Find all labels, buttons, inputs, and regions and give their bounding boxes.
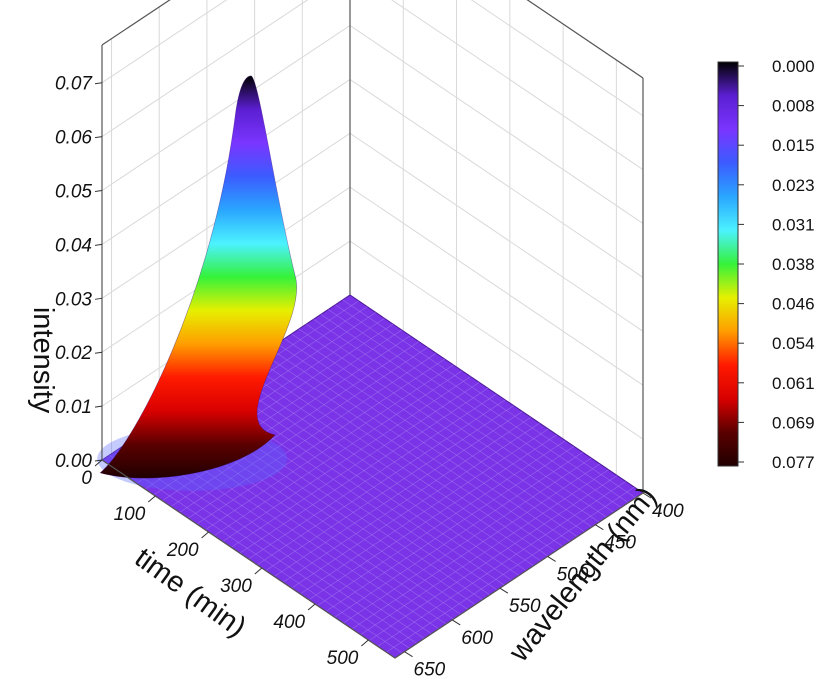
- mesh-line: [368, 475, 618, 641]
- z-tick-mark: [94, 297, 103, 300]
- colorbar-tick-label: 0.015: [772, 136, 815, 155]
- colorbar-tick-label: 0.008: [772, 97, 815, 116]
- z-tick-label: 0.04: [55, 235, 92, 256]
- mesh-line: [123, 445, 418, 644]
- y-tick-label: 600: [461, 628, 493, 649]
- z-tick-label: 0.00: [55, 451, 92, 472]
- back-wall-right: [350, 0, 643, 493]
- mesh-line: [225, 377, 520, 576]
- mesh-line: [218, 382, 512, 581]
- axis-line: [101, 459, 396, 659]
- colorbar-tick-label: 0.023: [772, 176, 815, 195]
- mesh-line: [291, 422, 540, 589]
- mesh-line: [317, 440, 566, 606]
- colorbar-tick-label: 0.077: [772, 453, 815, 472]
- mesh-line: [308, 434, 557, 601]
- z-tick-mark: [94, 190, 103, 193]
- mesh-line: [325, 446, 575, 612]
- plot-frame: [101, 0, 644, 659]
- colorbar-tick-label: 0.061: [772, 374, 815, 393]
- z-axis-title: intensity: [27, 307, 59, 414]
- y-tick-mark: [404, 651, 413, 658]
- z-gridline: [101, 0, 644, 117]
- axis-line: [101, 0, 171, 46]
- x-tick-mark: [307, 603, 316, 611]
- z-tick-mark: [94, 405, 103, 408]
- axis-ticks: 0.00 0.01 0.02 0.03 0.04 0.05 0.06 0.07 0 100 200 3…: [55, 74, 684, 681]
- z-tick-label: 0.07: [55, 74, 93, 95]
- mesh-line: [377, 481, 626, 647]
- y-tick-mark: [499, 587, 509, 594]
- x-tick-label: 300: [220, 576, 252, 597]
- colorbar-tick-label: 0.000: [772, 57, 815, 76]
- peak-surface: [99, 75, 297, 479]
- x-tick-label: 100: [114, 504, 146, 525]
- z-tick-mark: [94, 351, 103, 354]
- colorbar-scale: [717, 61, 739, 467]
- x-tick-mark: [147, 495, 156, 503]
- x-tick-mark: [201, 531, 209, 539]
- y-tick-mark: [595, 524, 604, 531]
- mesh-line: [211, 386, 505, 586]
- mesh-line: [109, 454, 403, 654]
- z-gridline: [101, 0, 644, 171]
- colorbar-ticks: 0.000 0.008 0.015 0.023 0.031 0.038 0.046 0.054…: [738, 57, 815, 472]
- y-tick-mark: [642, 492, 652, 499]
- x-tick-mark: [361, 639, 369, 647]
- x-tick-mark: [94, 459, 103, 467]
- mesh-line: [282, 417, 532, 583]
- x-tick-label: 400: [273, 612, 305, 633]
- colorbar-tick-label: 0.054: [772, 334, 815, 353]
- y-tick-label: 550: [509, 596, 541, 617]
- y-tick-mark: [547, 556, 556, 562]
- z-tick-label: 0.02: [55, 343, 92, 364]
- z-tick-label: 0.03: [55, 289, 92, 310]
- mesh-line: [265, 405, 514, 571]
- mesh-line: [300, 428, 549, 595]
- z-tick-mark: [94, 459, 103, 462]
- axis-line: [526, 0, 644, 79]
- y-tick-label: 400: [652, 501, 684, 522]
- z-tick-label: 0.05: [55, 182, 92, 203]
- colorbar-tick-label: 0.031: [772, 215, 815, 234]
- mesh-line: [360, 469, 609, 635]
- mesh-line: [116, 450, 410, 649]
- mesh-line: [256, 399, 506, 566]
- z-tick-mark: [94, 243, 103, 246]
- y-tick-label: 500: [557, 564, 589, 585]
- x-tick-label: 200: [166, 540, 199, 561]
- y-tick-label: 450: [604, 533, 636, 554]
- mesh-line: [386, 486, 635, 653]
- y-tick-label: 650: [414, 660, 446, 681]
- axis-line: [394, 492, 644, 659]
- mesh-line: [351, 463, 601, 630]
- colorbar-tick-label: 0.046: [772, 295, 815, 314]
- z-tick-label: 0.06: [55, 128, 92, 149]
- z-tick-mark: [94, 136, 103, 139]
- z-tick-mark: [94, 82, 103, 85]
- mesh-line: [343, 457, 592, 624]
- colorbar: 0.000 0.008 0.015 0.023 0.031 0.038 0.046 0.054…: [717, 57, 815, 472]
- surface-peak: [97, 75, 297, 491]
- mesh-line: [334, 451, 583, 618]
- mesh-line: [274, 411, 523, 577]
- colorbar-tick-label: 0.038: [772, 255, 815, 274]
- y-tick-mark: [451, 619, 461, 626]
- colorbar-tick-label: 0.069: [772, 413, 815, 432]
- x-tick-label: 0: [81, 468, 92, 489]
- x-tick-mark: [254, 567, 263, 575]
- x-tick-label: 500: [327, 648, 359, 669]
- z-tick-label: 0.01: [55, 397, 92, 418]
